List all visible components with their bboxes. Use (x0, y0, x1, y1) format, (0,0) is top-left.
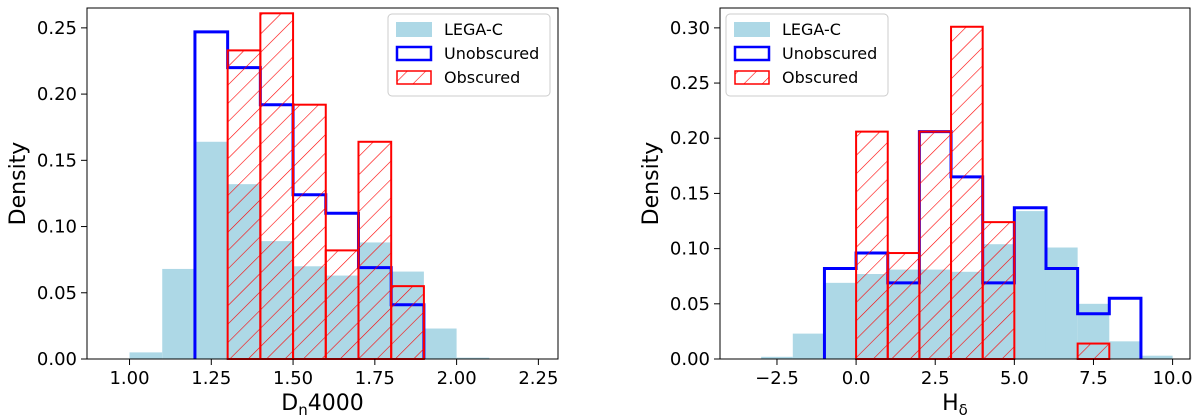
x-tick-label: 7.5 (1079, 368, 1108, 389)
y-axis-label: Density (639, 142, 664, 226)
x-tick-label: 2.25 (518, 368, 558, 389)
bar (1109, 341, 1141, 359)
legend-label: LEGA-C (444, 20, 503, 39)
x-tick-label: 2.5 (921, 368, 950, 389)
y-tick-label: 0.10 (37, 217, 77, 238)
legend-swatch (734, 70, 770, 85)
legend-swatch (396, 70, 432, 85)
y-tick-label: 0.20 (670, 128, 710, 149)
bar (855, 130, 889, 360)
bar (194, 141, 228, 359)
bar (390, 285, 425, 360)
x-tick-label: 1.25 (191, 368, 231, 389)
bar (259, 12, 295, 360)
y-tick-label: 0.10 (670, 239, 710, 260)
legend-label: Obscured (444, 68, 520, 87)
bar (1076, 342, 1111, 361)
legend-label: Unobscured (782, 44, 877, 63)
bar (886, 252, 921, 360)
legend-swatch (733, 45, 771, 62)
legend-label: LEGA-C (782, 20, 841, 39)
y-tick-label: 0.05 (37, 283, 77, 304)
right-histogram-panel: −2.5 0.0 2.5 5.0 7.5 10.0 0.00 0.05 0.10 0.15 0.20… (639, 7, 1193, 419)
series-obscured (855, 25, 1111, 361)
bar (761, 356, 793, 359)
bar (357, 140, 393, 360)
bar (423, 328, 457, 359)
bar (456, 357, 490, 359)
x-tick-label: 1.75 (355, 368, 395, 389)
y-tick-label: 0.15 (670, 183, 710, 204)
y-tick-label: 0.05 (670, 294, 710, 315)
y-tick-label: 0.15 (37, 150, 77, 171)
bar (792, 333, 825, 359)
y-axis-label: Density (6, 142, 31, 226)
bar (918, 130, 953, 360)
y-tick-label: 0.00 (670, 349, 710, 370)
bar (129, 352, 163, 359)
x-axis-label: Dn4000 (281, 391, 363, 415)
legend-label: Unobscured (444, 44, 539, 63)
x-tick-label: 2.00 (437, 368, 477, 389)
bar (981, 221, 1016, 360)
x-tick-label: 0.0 (842, 368, 871, 389)
x-tick-label: 1.50 (273, 368, 313, 389)
legend-label: Obscured (782, 68, 858, 87)
legend-swatch (396, 22, 432, 37)
y-tick-label: 0.20 (37, 84, 77, 105)
x-tick-label: 5.0 (1000, 368, 1029, 389)
y-tick-label: 0.30 (670, 18, 710, 39)
bar (950, 25, 984, 360)
x-tick-label: 1.00 (109, 368, 149, 389)
left-histogram-panel: 1.00 1.25 1.50 1.75 2.00 2.25 0.00 0.05 0.10 0.15… (6, 7, 559, 419)
legend-swatch (734, 22, 770, 37)
bar (162, 268, 195, 359)
bar (226, 49, 262, 360)
plot-frame (86, 7, 559, 360)
legend: LEGA-C Unobscured Obscured (387, 13, 551, 97)
legend: LEGA-C Unobscured Obscured (725, 13, 889, 97)
x-axis-label: Hδ (942, 391, 968, 415)
bar (292, 103, 327, 360)
bar (824, 282, 857, 359)
bar (1140, 355, 1173, 359)
series-obscured (226, 12, 425, 360)
legend-swatch (395, 45, 433, 62)
y-tick-label: 0.25 (37, 18, 77, 39)
x-tick-label: 10.0 (1153, 368, 1193, 389)
x-tick-label: −2.5 (755, 368, 799, 389)
bar (1045, 247, 1078, 359)
bar (324, 249, 360, 360)
bar (1014, 211, 1046, 359)
plot-frame (719, 7, 1191, 360)
y-tick-label: 0.25 (670, 73, 710, 94)
y-tick-label: 0.00 (37, 349, 77, 370)
